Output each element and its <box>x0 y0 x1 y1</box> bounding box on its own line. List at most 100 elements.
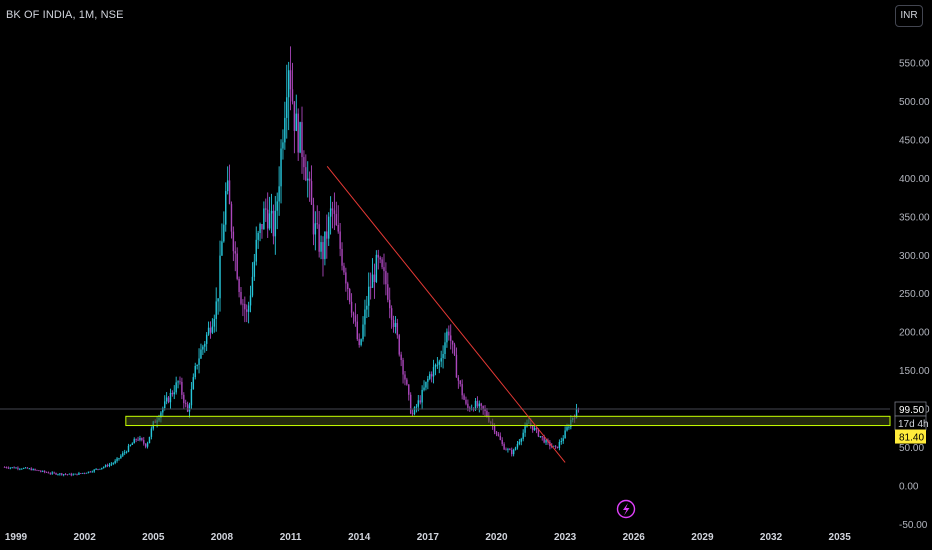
candle <box>101 467 103 470</box>
candle-body <box>324 231 326 260</box>
time-tick-label: 1999 <box>5 532 28 543</box>
candle <box>261 223 263 239</box>
candle <box>457 375 460 389</box>
support-zone[interactable] <box>125 415 891 427</box>
candle <box>377 249 379 270</box>
time-tick-label: 2011 <box>280 532 302 543</box>
candle-body <box>352 312 355 316</box>
currency-button[interactable]: INR <box>895 5 923 27</box>
candle-body <box>244 303 246 310</box>
candle <box>38 470 40 472</box>
candle <box>83 472 86 475</box>
candle <box>533 425 536 431</box>
candle <box>22 467 25 470</box>
candle <box>131 442 134 446</box>
candle <box>339 223 341 257</box>
candle <box>259 222 261 242</box>
candle-body <box>495 431 498 435</box>
candle-body <box>305 167 307 181</box>
candle-body <box>293 101 296 131</box>
candle <box>337 205 339 234</box>
candle-body <box>104 465 107 467</box>
candle <box>93 469 95 473</box>
candle-body <box>430 374 433 377</box>
candle <box>297 108 299 161</box>
lightning-icon[interactable] <box>616 499 636 519</box>
time-tick-label: 2005 <box>142 532 165 543</box>
candle <box>244 296 246 323</box>
candle <box>497 432 500 437</box>
candle-body <box>11 467 13 469</box>
candle-body <box>240 291 242 304</box>
candle <box>190 382 193 409</box>
price-tick-label: 400.00 <box>899 174 930 185</box>
candle-body <box>371 274 374 288</box>
candle <box>320 235 322 260</box>
candle <box>26 467 29 469</box>
candle <box>173 385 175 400</box>
candle <box>228 164 231 205</box>
candle <box>68 473 71 475</box>
candle <box>125 450 128 454</box>
candle-body <box>62 474 65 476</box>
candle-body <box>19 468 21 470</box>
candle <box>356 314 359 341</box>
candle-body <box>425 381 427 388</box>
candle-body <box>72 474 74 476</box>
candle-body <box>64 474 67 476</box>
candle-body <box>167 397 170 403</box>
candle-body <box>253 261 256 277</box>
candle-body <box>446 331 448 343</box>
candle-body <box>566 427 568 431</box>
candle-body <box>295 113 298 131</box>
candle <box>478 400 481 413</box>
candle <box>175 376 177 395</box>
candle-body <box>194 365 196 378</box>
candle-body <box>133 439 135 444</box>
candle <box>217 298 219 315</box>
trendline[interactable] <box>326 165 566 463</box>
candle <box>213 314 216 333</box>
candle <box>299 121 301 154</box>
candle <box>34 468 36 472</box>
candle-body <box>127 445 130 452</box>
candle <box>183 392 185 409</box>
candle-body <box>369 286 372 288</box>
price-tick-label: -50.00 <box>899 520 928 531</box>
candle <box>13 466 15 469</box>
candle-body <box>314 223 317 235</box>
time-tick-label: 2029 <box>691 532 714 543</box>
candle <box>387 272 389 303</box>
candle <box>114 459 116 465</box>
candle <box>9 467 12 470</box>
candle <box>251 262 254 298</box>
candle-body <box>509 449 511 451</box>
candle <box>76 473 78 476</box>
candle-body <box>432 367 435 377</box>
time-tick-label: 2017 <box>417 532 440 543</box>
candle <box>310 165 313 205</box>
candle-body <box>575 408 578 419</box>
candle <box>465 396 467 406</box>
candle <box>30 467 32 471</box>
candle <box>179 376 181 385</box>
candle-body <box>396 323 399 336</box>
candle <box>148 436 151 444</box>
candle <box>560 437 563 445</box>
candle <box>438 359 440 374</box>
candle-body <box>101 467 103 469</box>
candle <box>425 381 427 391</box>
candle-body <box>522 432 524 439</box>
candle-body <box>388 299 391 309</box>
candle-body <box>223 224 225 242</box>
candle <box>249 285 252 313</box>
price-tick-label: 250.00 <box>899 289 930 300</box>
candle-body <box>183 394 185 404</box>
candle <box>3 466 6 468</box>
time-axis[interactable]: 1999 2002 2005 2008 2011 2014 2017 2020 2023 2026… <box>5 532 851 543</box>
candle <box>408 384 410 401</box>
candle-body <box>276 201 278 211</box>
candle-body <box>463 395 465 400</box>
candle <box>202 344 204 355</box>
